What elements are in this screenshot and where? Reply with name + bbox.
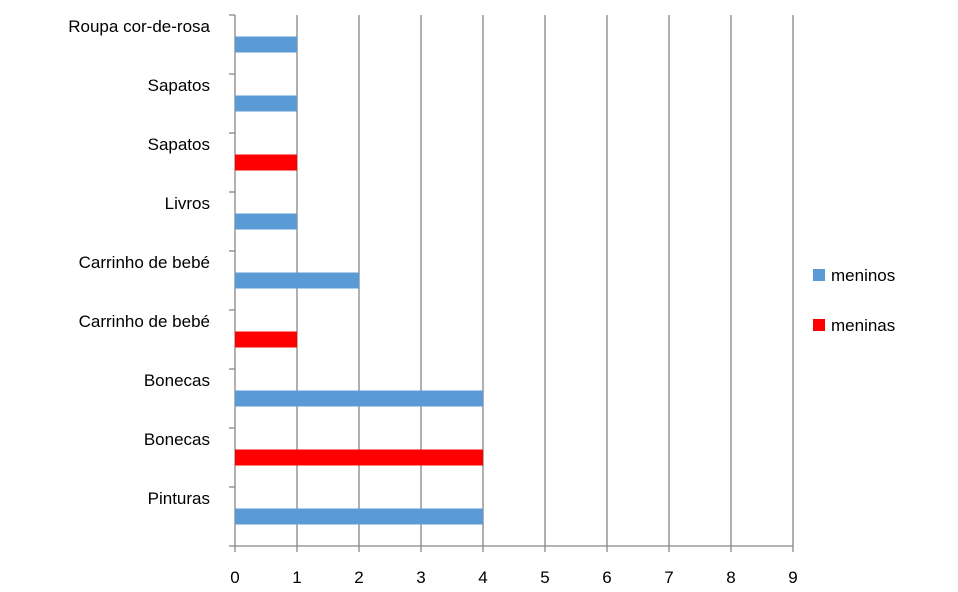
x-tick-label: 3 bbox=[416, 568, 425, 587]
legend-swatch-meninas bbox=[813, 319, 825, 331]
x-tick-label: 2 bbox=[354, 568, 363, 587]
x-tick-label: 5 bbox=[540, 568, 549, 587]
legend: meninos meninas bbox=[813, 266, 895, 335]
category-label: Carrinho de bebé bbox=[79, 253, 210, 272]
bar-meninos bbox=[235, 37, 297, 53]
bar-meninas bbox=[235, 450, 483, 466]
category-label: Roupa cor-de-rosa bbox=[68, 17, 210, 36]
category-label: Sapatos bbox=[148, 76, 210, 95]
category-label: Carrinho de bebé bbox=[79, 312, 210, 331]
category-label: Livros bbox=[165, 194, 210, 213]
category-label: Pinturas bbox=[148, 489, 210, 508]
grid-lines bbox=[297, 15, 793, 546]
x-tick-label: 8 bbox=[726, 568, 735, 587]
category-label: Bonecas bbox=[144, 430, 210, 449]
x-tick-labels: 0 1 2 3 4 5 6 7 8 9 bbox=[230, 568, 797, 587]
bar-meninas bbox=[235, 332, 297, 348]
bar-meninos bbox=[235, 273, 359, 289]
legend-label-meninos: meninos bbox=[831, 266, 895, 285]
x-tick-label: 1 bbox=[292, 568, 301, 587]
category-label: Bonecas bbox=[144, 371, 210, 390]
category-labels: Pinturas Bonecas Bonecas Carrinho de bebé Ca… bbox=[68, 17, 210, 508]
legend-label-meninas: meninas bbox=[831, 316, 895, 335]
legend-swatch-meninos bbox=[813, 269, 825, 281]
bar-meninos bbox=[235, 214, 297, 230]
x-tick-label: 7 bbox=[664, 568, 673, 587]
bar-meninos bbox=[235, 96, 297, 112]
x-tick-label: 0 bbox=[230, 568, 239, 587]
x-tick-label: 6 bbox=[602, 568, 611, 587]
bar-meninos bbox=[235, 509, 483, 525]
bar-meninos bbox=[235, 391, 483, 407]
x-tick-label: 4 bbox=[478, 568, 487, 587]
bar-meninas bbox=[235, 155, 297, 171]
x-tick-label: 9 bbox=[788, 568, 797, 587]
category-label: Sapatos bbox=[148, 135, 210, 154]
